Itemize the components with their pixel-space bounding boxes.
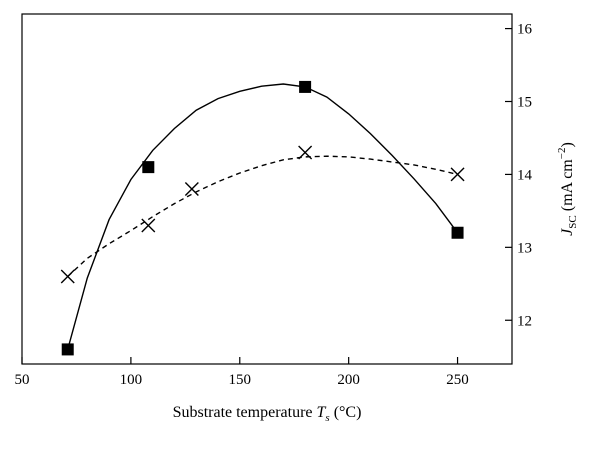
y-axis-title: JSC (mA cm−2) — [556, 142, 579, 236]
y-tick-label: 15 — [517, 95, 532, 111]
fit-curves — [67, 83, 459, 350]
x-tick-label: 100 — [120, 372, 143, 388]
x-tick-label: 50 — [15, 372, 30, 388]
series-2-point — [184, 182, 199, 196]
y-tick-label: 13 — [517, 240, 532, 256]
y-tick-label: 14 — [517, 167, 533, 183]
y-tick-label: 12 — [517, 313, 532, 329]
series-2-point — [141, 218, 156, 233]
data-markers — [60, 80, 465, 356]
series-2-point — [298, 145, 313, 160]
x-axis-title: Substrate temperature Ts (°C) — [173, 404, 362, 424]
series-2-point — [450, 167, 465, 182]
series-2-point — [60, 269, 75, 284]
x-tick-label: 150 — [229, 372, 252, 388]
series-2-fit-line — [67, 155, 458, 278]
series-1-point — [299, 80, 312, 93]
series-1-fit-line — [67, 83, 459, 350]
series-1-point — [142, 161, 155, 174]
plot-frame — [21, 13, 513, 365]
x-tick-label: 250 — [446, 372, 469, 388]
series-1-point — [61, 343, 74, 356]
series-1-point — [451, 226, 464, 239]
y-tick-label: 16 — [517, 22, 533, 38]
x-tick-label: 200 — [337, 372, 360, 388]
axis-ticks: 50 100 150 200 250 12 13 14 15 16 — [15, 22, 533, 388]
